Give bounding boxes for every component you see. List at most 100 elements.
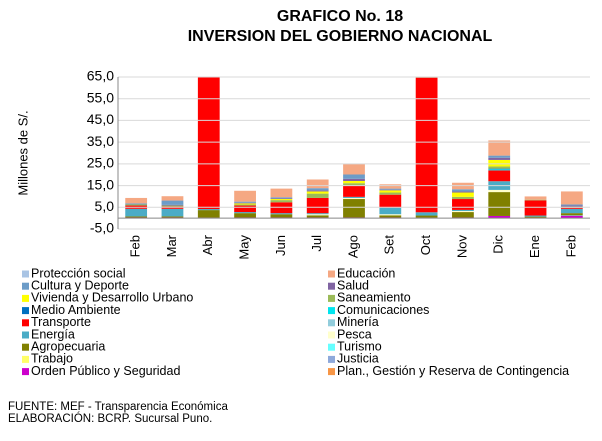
legend-swatch (328, 282, 335, 290)
legend-swatch (328, 368, 335, 376)
bar-segment (524, 199, 547, 201)
bar-segment (488, 159, 511, 167)
bar-segment (488, 192, 511, 216)
x-tick-label: Feb (563, 235, 578, 257)
legend-label: Educación (337, 266, 395, 280)
bar-segment (343, 178, 365, 182)
y-tick-label: 65,0 (87, 68, 114, 84)
bar-segment (560, 208, 583, 214)
bar-segment (379, 189, 402, 191)
x-tick-label: Dic (491, 235, 506, 254)
bar-segment (452, 209, 474, 211)
legend-label: Trabajo (31, 352, 73, 366)
bar-segment (306, 214, 329, 216)
bar-segment (161, 196, 184, 201)
bar-segment (161, 200, 184, 205)
bar-segment (379, 184, 402, 189)
x-tick-label: Set (382, 235, 397, 255)
bar-segment (560, 215, 583, 219)
bar-segment (560, 204, 583, 206)
legend-swatch (22, 343, 29, 351)
bar-segment (161, 204, 184, 206)
bar-segment (343, 199, 365, 218)
bar-segment (161, 205, 184, 207)
chart-subtitle: INVERSION DEL GOBIERNO NACIONAL (188, 28, 493, 45)
bar-segment (452, 189, 474, 192)
bar-segment (524, 215, 547, 217)
bar-segment (343, 181, 365, 184)
bar-segment (125, 208, 148, 217)
legend-swatch (22, 282, 29, 290)
bar-segment (270, 213, 293, 215)
bar-segment (270, 200, 293, 203)
bar-segment (343, 196, 365, 198)
bar-segment (488, 168, 511, 170)
legend-swatch (328, 270, 335, 278)
legend-label: Pesca (337, 327, 372, 341)
legend-swatch (328, 343, 335, 351)
legend-label: Salud (337, 278, 369, 292)
bar-segment (234, 204, 256, 206)
legend-swatch (328, 319, 335, 327)
bar-segment (415, 215, 438, 218)
bar-segment (234, 205, 256, 213)
bar-segment (379, 215, 402, 218)
bar-segment (306, 188, 329, 191)
bar-segment (488, 157, 511, 160)
y-tick-label: 25,0 (87, 155, 114, 171)
bar-segment (560, 215, 583, 216)
x-tick-label: Nov (454, 235, 469, 259)
y-tick-label: 35,0 (87, 133, 114, 149)
note: FUENTE: MEF - Transparencia Económica (8, 401, 228, 413)
bar-segment (560, 213, 583, 216)
bar-segment (161, 216, 184, 218)
legend-swatch (22, 331, 29, 339)
bar-segment (234, 201, 256, 203)
bar-segment (379, 207, 402, 215)
bar-segment (270, 188, 293, 198)
legend-label: Vivienda y Desarrollo Urbano (31, 291, 193, 305)
bar-segment (379, 192, 402, 195)
legend-label: Orden Público y Seguridad (31, 364, 180, 378)
y-tick-label: 45,0 (87, 111, 114, 127)
bar-segment (161, 208, 184, 217)
bar-segment (234, 203, 256, 205)
y-tick-label: 15,0 (87, 176, 114, 192)
legend-swatch (22, 307, 29, 315)
legend-swatch (22, 355, 29, 363)
bar-segment (343, 197, 365, 200)
legend-label: Cultura y Deporte (31, 278, 129, 292)
bar-segment (125, 204, 148, 206)
bar-segment (488, 169, 511, 171)
legend-swatch (22, 270, 29, 278)
legend-label: Justicia (337, 352, 379, 366)
bar-segment (125, 203, 148, 205)
bar-segment (343, 186, 365, 197)
bar-segment (488, 215, 511, 219)
note: ELABORACIÓN: BCRP. Sucursal Puno. (8, 412, 212, 425)
legend-label: Protección social (31, 266, 126, 280)
bar-segment (488, 140, 511, 156)
bar-segment (560, 205, 583, 207)
bar-segment (452, 212, 474, 218)
y-axis-title: Millones de S/. (15, 110, 30, 195)
bar-segment (343, 183, 365, 186)
bar-segment (415, 77, 438, 213)
y-tick-label: 5,0 (95, 198, 115, 214)
bar-segment (306, 179, 329, 189)
x-tick-label: Oct (418, 235, 433, 256)
bar-segment (306, 215, 329, 218)
x-tick-label: Ene (527, 235, 542, 258)
bar-segment (197, 209, 220, 211)
bar-segment (379, 188, 402, 190)
bar-segment (524, 200, 547, 216)
legend-swatch (328, 355, 335, 363)
y-tick-label: -5,0 (90, 220, 114, 236)
bar-segment (234, 190, 256, 202)
bar-segment (125, 216, 148, 218)
chart-title: GRAFICO No. 18 (277, 8, 403, 25)
bar-segment (306, 213, 329, 215)
bar-segment (524, 216, 547, 218)
legend-label: Agropecuaria (31, 339, 105, 353)
